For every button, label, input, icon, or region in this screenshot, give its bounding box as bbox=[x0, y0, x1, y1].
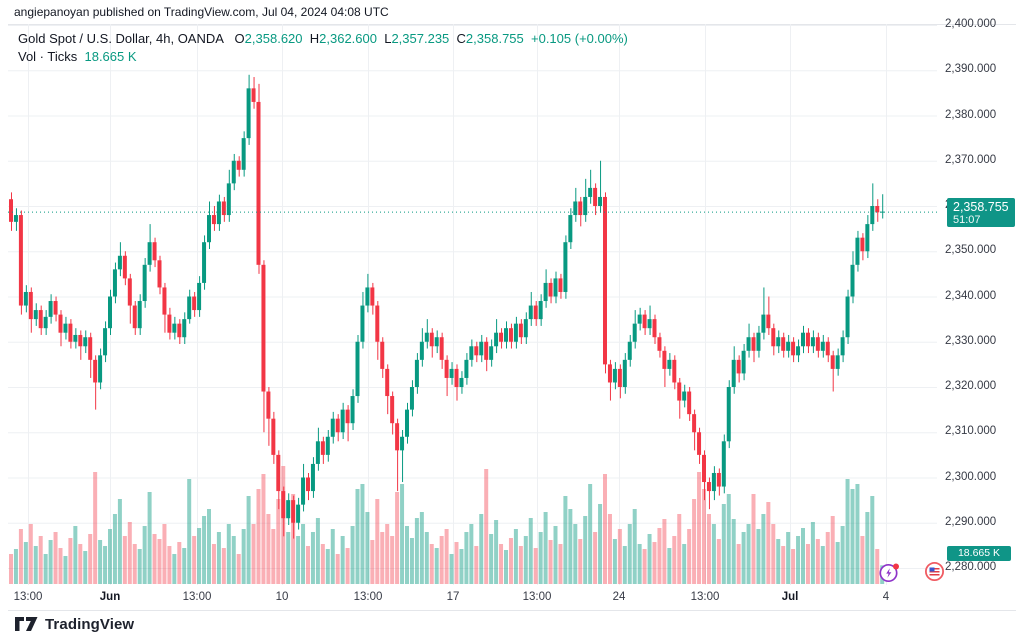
price-axis-label: 2,280.000 bbox=[945, 561, 997, 573]
price-axis-label: 2,310.000 bbox=[945, 425, 997, 438]
time-axis-label: 24 bbox=[612, 591, 626, 603]
chart-plot-area[interactable] bbox=[8, 24, 937, 585]
tradingview-logo-icon bbox=[15, 617, 38, 631]
chart-legend: Gold Spot / U.S. Dollar, 4h, OANDA O2,35… bbox=[18, 30, 628, 66]
price-axis[interactable]: 2,400.0002,390.0002,380.0002,370.0002,36… bbox=[937, 18, 1024, 585]
time-axis-label: 13:00 bbox=[13, 591, 43, 603]
current-price-value: 2,358.755 bbox=[953, 199, 1009, 214]
tradingview-logo-text: TradingView bbox=[45, 615, 135, 633]
chart-top-border bbox=[8, 24, 1016, 25]
volume-axis-badge: 18.665 K bbox=[947, 546, 1011, 561]
us-flag-event-icon[interactable] bbox=[924, 561, 945, 582]
ohlc-high: H2,362.600 bbox=[309, 31, 377, 46]
price-axis-label: 2,300.000 bbox=[945, 470, 997, 483]
symbol-title[interactable]: Gold Spot / U.S. Dollar, 4h, OANDA bbox=[18, 31, 224, 46]
price-axis-label: 2,290.000 bbox=[945, 515, 997, 528]
ohlc-low: L2,357.235 bbox=[384, 31, 450, 46]
current-price-badge: 2,358.755 51:07 bbox=[947, 197, 1015, 227]
price-axis-label: 2,390.000 bbox=[945, 63, 997, 76]
time-axis-label: Jul bbox=[781, 591, 799, 603]
price-axis-label: 2,340.000 bbox=[945, 289, 997, 302]
chart-bottom-border bbox=[8, 610, 1016, 611]
price-axis-label: 2,320.000 bbox=[945, 380, 997, 392]
legend-row-volume: Vol · Ticks 18.665 K bbox=[18, 48, 628, 66]
time-axis-label: 13:00 bbox=[522, 591, 552, 603]
price-axis-label: 2,400.000 bbox=[945, 18, 997, 30]
bar-countdown: 51:07 bbox=[953, 213, 981, 226]
time-axis[interactable]: 13:00 Jun 13:00 10 13:00 17 13:00 24 13:00 Jul 4 bbox=[8, 585, 1016, 610]
time-axis-label: 4 bbox=[882, 591, 890, 603]
time-axis-label: 13:00 bbox=[353, 591, 383, 603]
time-axis-label: 13:00 bbox=[690, 591, 720, 603]
tradingview-logo[interactable]: TradingView bbox=[14, 615, 134, 633]
change-value: +0.105 (+0.00%) bbox=[531, 31, 628, 46]
ohlc-close: C2,358.755 bbox=[456, 31, 524, 46]
time-axis-label: 10 bbox=[275, 591, 289, 603]
events-lightning-icon[interactable] bbox=[878, 562, 900, 583]
time-axis-label: 13:00 bbox=[182, 591, 212, 603]
attribution-text: angiepanoyan published on TradingView.co… bbox=[14, 5, 389, 19]
legend-row-symbol: Gold Spot / U.S. Dollar, 4h, OANDA O2,35… bbox=[18, 30, 628, 48]
price-axis-label: 2,350.000 bbox=[945, 244, 997, 257]
ohlc-open: O2,358.620 bbox=[234, 31, 303, 46]
time-axis-label: 17 bbox=[446, 591, 460, 603]
time-axis-label: Jun bbox=[99, 591, 121, 603]
volume-indicator-value: 18.665 K bbox=[84, 49, 137, 64]
volume-indicator-label[interactable]: Vol · Ticks bbox=[18, 49, 78, 64]
price-axis-label: 2,330.000 bbox=[945, 334, 997, 347]
price-axis-label: 2,380.000 bbox=[945, 108, 997, 121]
price-axis-label: 2,370.000 bbox=[945, 153, 997, 166]
